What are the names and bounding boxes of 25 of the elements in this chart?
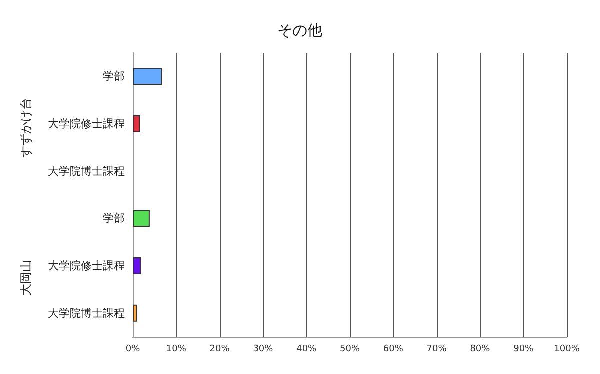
x-tick-label: 70% (426, 344, 448, 354)
x-tick-label: 90% (514, 344, 534, 354)
x-tick-label: 80% (470, 344, 491, 354)
bar (133, 258, 142, 274)
x-tick-label: 40% (296, 344, 318, 354)
bar (133, 68, 162, 86)
x-tick-label: 10% (166, 344, 187, 354)
x-tick-label: 30% (253, 344, 274, 354)
y-tick-label: 大学院博士課程 (48, 164, 125, 178)
text: 大岡山 (19, 260, 33, 296)
text: すずかけ台 (19, 98, 33, 158)
y-tick-label: 大学院博士課程 (48, 306, 125, 320)
y-tick-label: 大学院修士課程 (48, 118, 125, 130)
x-tick-label: 60% (383, 344, 404, 354)
chart-title: その他 (278, 22, 322, 40)
x-tick-label: 20% (210, 344, 230, 354)
x-tick-label: 0% (126, 344, 141, 354)
y-tick-label: 学部 (103, 70, 125, 84)
bar (133, 116, 140, 132)
x-tick-label: 100% (554, 344, 580, 354)
y-tick-label: 大学院修士課程 (48, 260, 125, 272)
bar (133, 210, 150, 228)
y-tick-label: 学部 (103, 212, 125, 226)
x-tick-label: 50% (340, 344, 360, 354)
bar (133, 304, 138, 322)
